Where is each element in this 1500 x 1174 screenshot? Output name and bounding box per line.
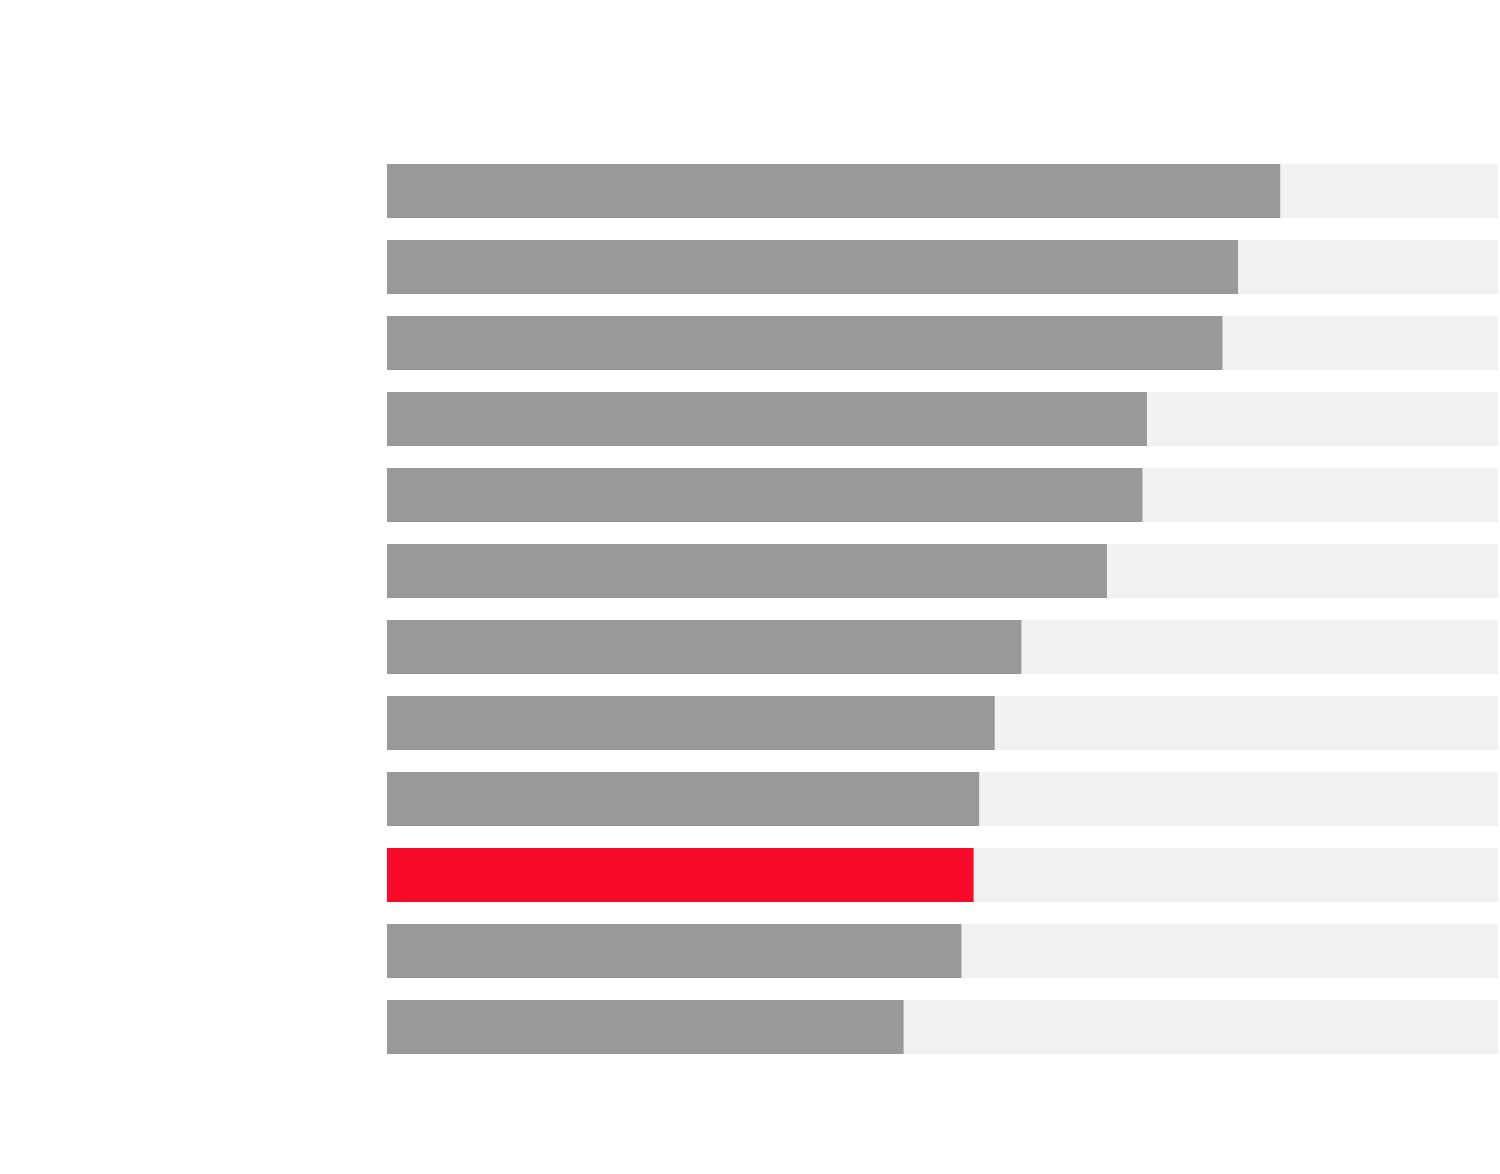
bar — [387, 1000, 904, 1054]
bar — [387, 240, 1239, 294]
bar-tracks — [387, 164, 1498, 1054]
bar — [387, 772, 980, 826]
bar — [387, 924, 962, 978]
bar — [387, 696, 995, 750]
bar — [387, 620, 1022, 674]
highlighted-bar — [387, 848, 974, 902]
bar — [387, 392, 1147, 446]
bar — [387, 316, 1223, 370]
bars — [387, 164, 1281, 1054]
bar — [387, 164, 1281, 218]
bar — [387, 468, 1143, 522]
bar — [387, 544, 1107, 598]
